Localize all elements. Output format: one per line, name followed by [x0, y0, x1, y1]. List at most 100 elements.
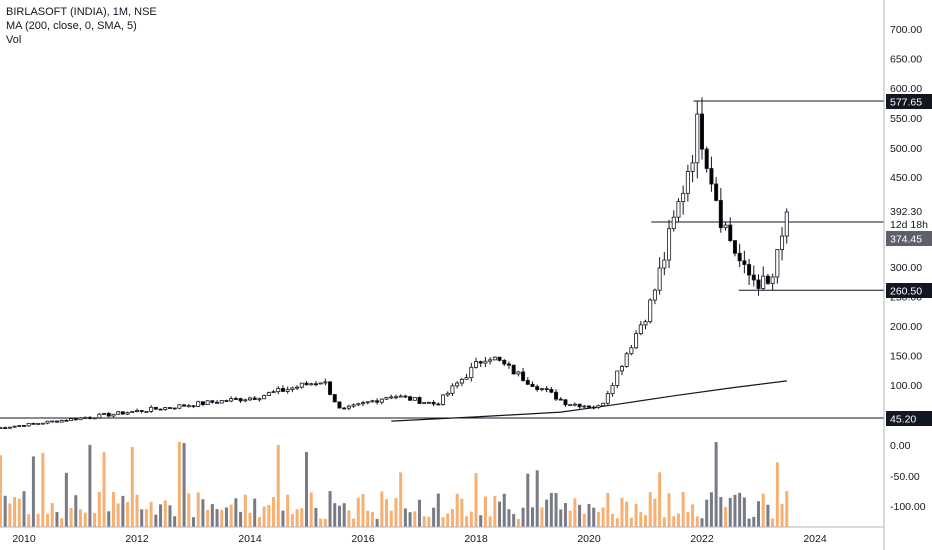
candle [521, 367, 526, 382]
candle-body [747, 264, 752, 276]
candle [158, 408, 163, 411]
candle [610, 382, 615, 397]
volume-bar [455, 493, 459, 527]
volume-bar [465, 516, 469, 527]
badge-high-text: 577.65 [890, 97, 922, 109]
candle [370, 399, 375, 403]
candle-body [134, 410, 139, 412]
candle [205, 400, 210, 406]
chart-legend: BIRLASOFT (INDIA), 1M, NSE MA (200, clos… [6, 5, 157, 47]
volume-bar [667, 493, 671, 527]
candle-body [492, 356, 497, 361]
time-tick-label: 2010 [12, 533, 36, 545]
legend-ma[interactable]: MA (200, close, 0, SMA, 5) [6, 20, 137, 32]
candle [751, 265, 756, 287]
volume-bar [135, 494, 139, 527]
candle-body [652, 289, 657, 301]
volume-bar [596, 511, 600, 527]
candle-body [445, 392, 450, 396]
candle [714, 177, 719, 202]
volume-bar [460, 498, 464, 527]
volume-bar [333, 503, 337, 527]
volume-bar [573, 498, 577, 527]
candle [709, 156, 714, 192]
time-tick-label: 2020 [577, 533, 601, 545]
candle-body [247, 397, 252, 401]
candle [31, 422, 36, 425]
volume-bar [116, 503, 120, 527]
candle [389, 394, 394, 400]
volume-bar [168, 505, 172, 527]
candle [163, 407, 168, 411]
volume-bar [639, 512, 643, 527]
legend-symbol[interactable]: BIRLASOFT (INDIA), 1M, NSE [6, 6, 157, 18]
candle-body [554, 391, 559, 400]
volume-bar [775, 462, 779, 527]
candle [417, 396, 422, 404]
candle-body [328, 381, 333, 395]
candle [478, 360, 483, 367]
candle-body [130, 411, 135, 414]
volume-bar [738, 492, 742, 527]
candle-body [346, 405, 351, 409]
candle-body [323, 381, 328, 384]
candle-body [309, 383, 314, 386]
candle [629, 344, 634, 356]
volume-bar [22, 491, 26, 527]
candle-body [318, 382, 323, 385]
candle-body [365, 401, 370, 404]
candle-body [356, 403, 361, 406]
candle-body [73, 418, 78, 421]
candle-body [521, 371, 526, 381]
time-axis[interactable]: 2010 2012 2014 2016 2018 2020 2022 2024 [12, 533, 827, 545]
candle-body [252, 397, 257, 400]
volume-tick-label: 0.00 [890, 440, 911, 452]
candle [54, 420, 59, 423]
volume-bar [342, 503, 346, 527]
candle [761, 266, 766, 291]
volume-bar [210, 504, 214, 527]
volume-bar [234, 498, 238, 527]
candle-body [761, 275, 766, 289]
volume-bar [436, 493, 440, 527]
legend-vol[interactable]: Vol [6, 34, 22, 46]
candle-body [610, 385, 615, 395]
volume-bar [488, 516, 492, 527]
candle [488, 357, 493, 365]
volume-bar [507, 509, 511, 527]
candle [728, 217, 733, 243]
candle [671, 210, 676, 232]
candle-body [488, 359, 493, 362]
candle [309, 382, 314, 386]
candle-body [196, 401, 201, 407]
volume-bar [13, 497, 17, 527]
candle [549, 387, 554, 394]
volume-bar [427, 516, 431, 527]
moving-average-line [391, 380, 787, 422]
candle-body [40, 422, 45, 425]
candle-body [431, 401, 436, 405]
candle-body [257, 398, 262, 401]
candle-body [276, 388, 281, 393]
volume-bar [653, 498, 657, 527]
candle [784, 208, 789, 244]
volume-bar [714, 442, 718, 527]
volume-bar [276, 445, 280, 527]
candle [516, 370, 521, 377]
volume-tick-label: -50.00 [890, 471, 920, 483]
volume-bar [300, 508, 304, 527]
candle [619, 365, 624, 376]
volume-bar [695, 516, 699, 527]
volume-bar [144, 509, 148, 527]
candle-body [59, 419, 64, 423]
candle-body [393, 396, 398, 399]
volume-bar [196, 492, 200, 527]
candle [379, 398, 384, 405]
volume-bar [545, 499, 549, 527]
candle [554, 389, 559, 401]
volume-bar [705, 499, 709, 527]
volume-bar [422, 516, 426, 527]
volume-bar [248, 512, 252, 527]
